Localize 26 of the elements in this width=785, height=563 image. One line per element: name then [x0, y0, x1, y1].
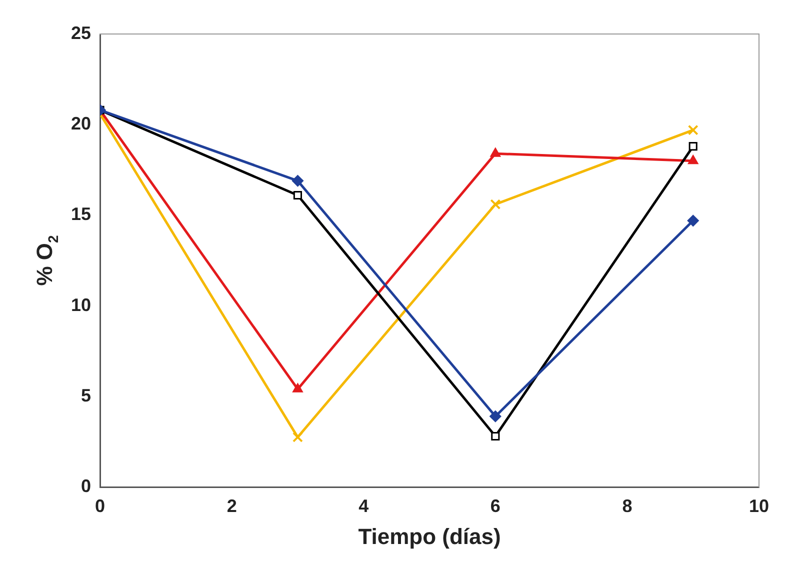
point: [292, 383, 303, 392]
y-tick-label: 20: [70, 114, 92, 134]
y-tick-label: 0: [81, 476, 92, 496]
y-tick-label: 15: [70, 204, 92, 224]
point: [293, 190, 302, 200]
point: [490, 410, 502, 422]
x-tick-label: 10: [748, 496, 770, 516]
point: [687, 214, 699, 226]
y-tick-label: 5: [81, 385, 92, 406]
x-tick-label: 8: [622, 496, 632, 516]
point: [688, 142, 698, 151]
x-tick-label: 2: [226, 496, 237, 516]
x-tick-label: 6: [490, 496, 500, 516]
point: [292, 432, 303, 442]
point: [292, 175, 304, 187]
x-axis-title: Tiempo (días): [358, 524, 501, 549]
point: [688, 124, 698, 136]
y-tick-label: 25: [70, 22, 92, 43]
point: [490, 148, 500, 157]
point: [688, 155, 698, 164]
x-tick-label: 0: [95, 496, 106, 516]
point: [491, 432, 500, 441]
x-tick-label: 4: [358, 496, 369, 516]
y-axis-title: % O2: [32, 235, 61, 286]
y-tick-label: 10: [70, 294, 92, 315]
point: [490, 199, 501, 210]
